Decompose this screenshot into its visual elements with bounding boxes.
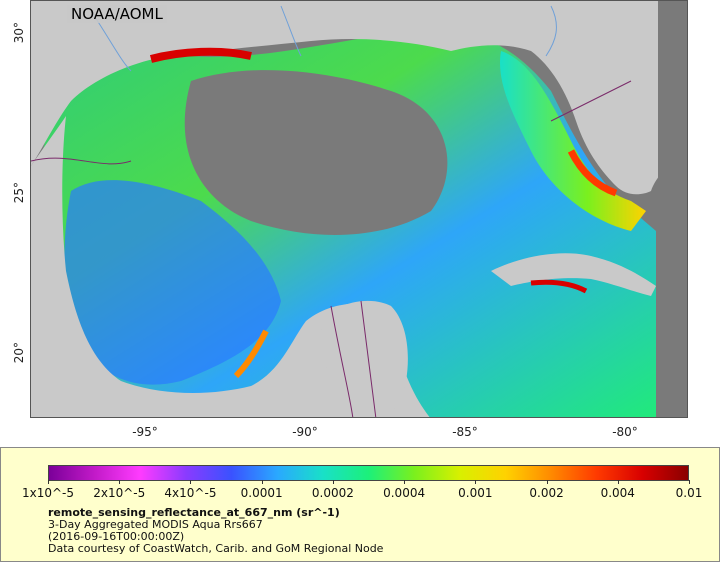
cuba-land [491,253,656,296]
lon-tick-95: -95° [132,425,158,439]
louisiana-turbid-plume [149,47,252,63]
colorbar-tickmark [119,480,121,484]
colorbar-tick-label: 0.01 [675,486,703,500]
central-gulf-nodata [184,70,448,235]
colorbar-tickmark [546,480,548,484]
colorbar-tickmark [332,480,334,484]
no-coverage-strip [658,1,687,417]
colorbar-tick-label: 0.0001 [240,486,283,500]
lat-tick-30: 30° [12,22,26,44]
florida-shelf [500,51,646,231]
legend-variable: remote_sensing_reflectance_at_667_nm (sr… [48,506,340,519]
legend-panel: 1x10^-5 2x10^-5 4x10^-5 0.0001 0.0002 0.0004 0… [0,447,720,562]
reflectance-map [31,1,687,417]
florida-turbid-coast [567,149,618,197]
legend-product: 3-Day Aggregated MODIS Aqua Rrs667 [48,518,263,531]
colorbar-tickmark [261,480,263,484]
colorbar-tick-label: 0.004 [600,486,635,500]
colorbar-tickmark [190,480,192,484]
colorbar-tick-label: 0.001 [458,486,493,500]
colorbar-tickmark [48,480,49,484]
lat-tick-25: 25° [12,182,26,204]
colorbar-tick-label: 4x10^-5 [164,486,217,500]
colorbar [48,465,689,481]
cuba-turbid-coast [530,279,588,294]
colorbar-tick-label: 0.0002 [311,486,354,500]
colorbar-tick-label: 0.0004 [383,486,426,500]
campeche-turbid-coast [233,329,269,379]
map-panel: NOAA/AOML [30,0,688,418]
colorbar-tick-label: 0.002 [529,486,564,500]
lat-tick-20: 20° [12,342,26,364]
yucatan-land [321,300,408,417]
lon-tick-90: -90° [292,425,318,439]
legend-courtesy: Data courtesy of CoastWatch, Carib. and … [48,542,384,555]
colorbar-tickmark [617,480,619,484]
border-line [31,80,632,417]
legend-date: (2016-09-16T00:00:00Z) [48,530,185,543]
credit-label: NOAA/AOML [67,5,167,23]
colorbar-tick-label: 1x10^-5 [21,486,75,500]
colorbar-tick-label: 2x10^-5 [93,486,146,500]
western-blue-region [64,180,281,385]
colorbar-tickmark [689,480,690,484]
colorbar-tickmark [404,480,406,484]
colorbar-tickmark [475,480,477,484]
lon-tick-80: -80° [612,425,638,439]
lon-tick-85: -85° [452,425,478,439]
